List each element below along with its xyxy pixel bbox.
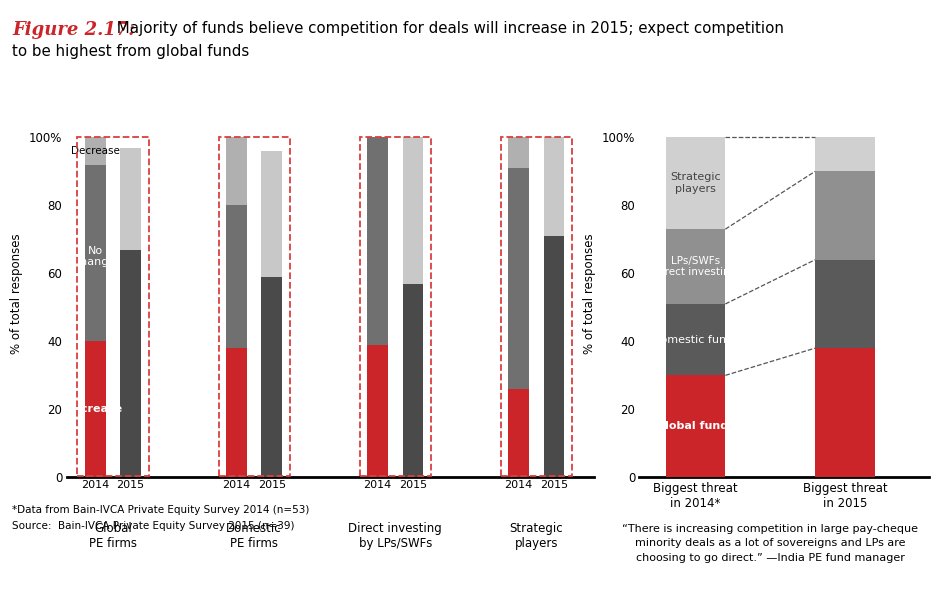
Bar [86, 341, 105, 477]
Text: No
change: No change [75, 245, 116, 267]
Text: to be highest from global funds: to be highest from global funds [12, 44, 250, 59]
Bar [543, 236, 564, 477]
Bar [815, 259, 875, 348]
Text: Global
PE firms: Global PE firms [89, 522, 137, 550]
Bar [218, 137, 290, 476]
Bar [86, 137, 105, 165]
Bar [508, 389, 529, 477]
Bar [368, 137, 388, 345]
Bar [261, 151, 282, 277]
Bar [501, 137, 572, 476]
Text: Identify the category of PE competitors: Identify the category of PE competitors [632, 62, 909, 75]
Bar [360, 137, 431, 476]
Text: *Data from Bain-IVCA Private Equity Survey 2014 (n=53): *Data from Bain-IVCA Private Equity Surv… [12, 505, 310, 515]
Text: Increase: Increase [68, 405, 122, 414]
Text: Global funds: Global funds [656, 421, 734, 431]
Bar [226, 137, 247, 206]
Text: “There is increasing competition in large pay-cheque
minority deals as a lot of : “There is increasing competition in larg… [622, 524, 919, 563]
Bar [666, 304, 726, 375]
Text: you see as the biggest threat in 2015: you see as the biggest threat in 2015 [638, 83, 902, 95]
Text: LPs/SWFs
(direct investing): LPs/SWFs (direct investing) [651, 256, 740, 277]
Text: Direct investing
by LPs/SWFs: Direct investing by LPs/SWFs [349, 522, 442, 550]
Bar [403, 137, 423, 283]
Text: category of competitors? How do you think it will change in 2015?: category of competitors? How do you thin… [70, 83, 536, 95]
Bar [226, 206, 247, 348]
Text: Strategic
players: Strategic players [670, 173, 721, 194]
Bar [403, 283, 423, 477]
Text: Source:  Bain-IVCA Private Equity Survey 2015 (n=39): Source: Bain-IVCA Private Equity Survey … [12, 521, 294, 531]
Text: Decrease: Decrease [71, 146, 120, 156]
Bar [508, 168, 529, 389]
Bar [815, 348, 875, 477]
Bar [815, 171, 875, 259]
Bar [226, 348, 247, 477]
Bar [368, 345, 388, 477]
Bar [261, 277, 282, 477]
Bar [815, 137, 875, 171]
Text: Majority of funds believe competition for deals will increase in 2015; expect co: Majority of funds believe competition fo… [112, 21, 784, 37]
Bar [508, 137, 529, 168]
Y-axis label: % of total responses: % of total responses [583, 233, 597, 354]
Text: How did the competition for PE deals change over 2014 for each: How did the competition for PE deals cha… [77, 62, 529, 75]
Bar [77, 137, 148, 476]
Bar [666, 137, 726, 229]
Bar [666, 229, 726, 304]
Bar [121, 250, 141, 477]
Bar [666, 375, 726, 477]
Text: Domestic
PE firms: Domestic PE firms [226, 522, 282, 550]
Text: Strategic
players: Strategic players [509, 522, 563, 550]
Text: Domestic funds: Domestic funds [652, 335, 739, 345]
Bar [543, 137, 564, 236]
Y-axis label: % of total responses: % of total responses [10, 233, 24, 354]
Bar [86, 165, 105, 341]
Text: Figure 2.17:: Figure 2.17: [12, 21, 135, 39]
Bar [121, 147, 141, 250]
